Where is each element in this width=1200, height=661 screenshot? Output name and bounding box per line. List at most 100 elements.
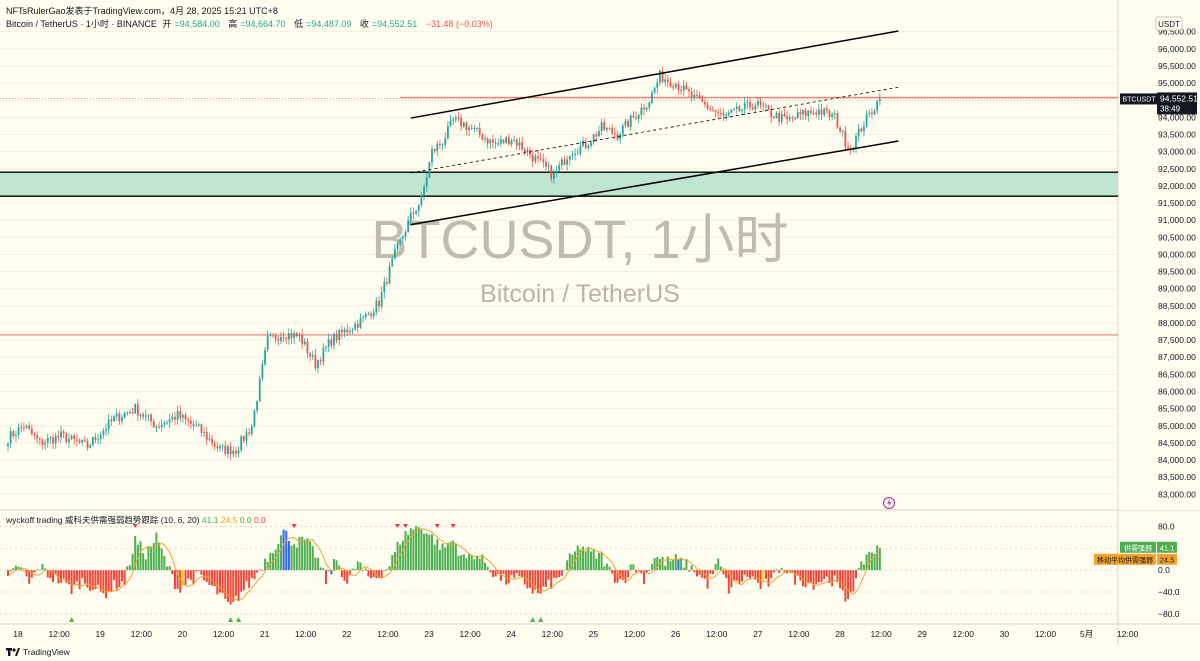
histogram-bar: [621, 570, 624, 580]
candle: [606, 126, 608, 133]
histogram-bar: [46, 570, 49, 578]
histogram-bar: [234, 570, 237, 596]
candle-body: [735, 106, 738, 110]
histogram-bar: [420, 528, 423, 571]
candle-body: [290, 333, 293, 338]
candle-body: [696, 94, 698, 96]
histogram-bar: [701, 570, 704, 578]
candle: [102, 427, 105, 439]
candle-body: [129, 412, 131, 414]
histogram-bar: [41, 563, 44, 571]
candle-body: [144, 415, 147, 417]
indicator-value-4: 0.0: [253, 515, 266, 525]
candle-body: [743, 103, 746, 110]
candle-body: [812, 112, 815, 114]
candle: [648, 101, 651, 111]
histogram-bar: [825, 570, 828, 577]
candle: [794, 116, 796, 121]
candle-body: [558, 165, 561, 171]
candle: [378, 296, 380, 313]
price-tick-label: 89,000.00: [1158, 284, 1196, 294]
candle-body: [473, 128, 476, 130]
histogram-bar: [658, 559, 661, 571]
candle-body: [57, 435, 60, 438]
candle-body: [518, 142, 521, 146]
indicator-tag-1-value-bg: [1157, 541, 1177, 553]
histogram-bar: [836, 570, 839, 583]
time-tick-label: 12:00: [624, 629, 646, 639]
candle: [537, 150, 539, 164]
candle-body: [454, 117, 457, 120]
candle: [796, 107, 799, 120]
candle-body: [227, 446, 229, 455]
candle: [367, 311, 370, 316]
candle: [404, 229, 407, 241]
price-tick-label: 88,000.00: [1158, 318, 1196, 328]
histogram-bar: [743, 570, 746, 575]
candle-body: [388, 266, 391, 284]
candle: [664, 73, 667, 87]
histogram-bar: [359, 562, 362, 571]
histogram-bar: [187, 570, 190, 579]
candle: [219, 443, 221, 452]
candle: [311, 350, 314, 361]
candle: [420, 192, 423, 208]
signal-markers: [69, 524, 544, 622]
histogram-bar: [515, 570, 518, 574]
symbol-title[interactable]: Bitcoin / TetherUS · 1小时 · BINANCE: [6, 19, 157, 29]
histogram-bar: [468, 553, 471, 571]
histogram-bar: [49, 570, 52, 579]
candle: [123, 411, 126, 419]
time-tick-label: 26: [671, 629, 681, 639]
candle-body: [364, 314, 367, 318]
channel-mid-line: [410, 86, 899, 174]
histogram-bar: [632, 564, 635, 571]
histogram-bar: [86, 570, 89, 588]
histogram-bar: [582, 546, 585, 571]
candle: [216, 441, 219, 452]
candle-body: [452, 119, 455, 121]
candle-body: [749, 101, 751, 108]
histogram-bar: [857, 568, 860, 571]
histogram-bar: [600, 552, 603, 571]
histogram-bar: [89, 570, 92, 591]
histogram-bar: [727, 570, 730, 594]
time-tick-label: 12:00: [131, 629, 153, 639]
histogram-bar: [709, 570, 712, 574]
candle-body: [489, 139, 492, 144]
histogram-bar: [91, 570, 94, 590]
histogram-bar: [645, 570, 648, 573]
histogram-bar: [189, 570, 192, 580]
histogram-bar: [706, 570, 709, 589]
candle-body: [293, 332, 296, 338]
histogram-bar: [611, 570, 614, 574]
indicator-title[interactable]: wyckoff trading 威科夫供需强弱趋势跟踪 (10, 6, 20): [6, 515, 200, 525]
currency-button-bg: [1155, 16, 1183, 31]
histogram-bar: [325, 570, 327, 585]
candle-body: [314, 355, 317, 369]
histogram-bar: [754, 570, 757, 580]
currency-button[interactable]: USDT: [1155, 16, 1183, 31]
histogram-bar: [118, 570, 121, 587]
candle: [195, 420, 198, 427]
candle: [250, 423, 253, 437]
histogram-bar: [94, 570, 97, 590]
histogram-bar: [571, 554, 574, 571]
histogram-bar: [640, 570, 643, 574]
histogram-bar: [831, 570, 834, 587]
candle-body: [9, 431, 12, 444]
time-tick-label: 25: [589, 629, 599, 639]
candle-body: [242, 436, 245, 441]
candle-body: [444, 138, 447, 145]
histogram-bar: [7, 570, 9, 577]
candle-body: [97, 439, 99, 441]
candle: [521, 136, 523, 152]
histogram-bar: [25, 570, 28, 577]
lightning-icon[interactable]: [883, 497, 895, 509]
candle-body: [600, 122, 603, 131]
candle-body: [261, 364, 264, 379]
candle: [439, 139, 441, 149]
histogram-bar: [664, 565, 667, 571]
candle: [129, 409, 131, 415]
candle-body: [439, 144, 441, 146]
